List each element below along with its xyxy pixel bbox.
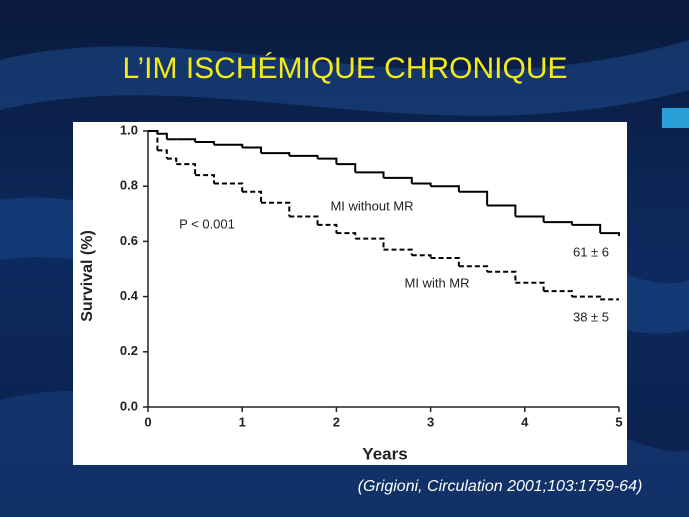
accent [662,108,689,128]
y-tick-label: 0.2 [120,343,138,358]
survival-step [261,201,291,217]
x-tick-label: 2 [333,414,340,429]
survival-step [242,190,263,203]
slide-title: L’IM ISCHÉMIQUE CHRONIQUE [122,52,567,85]
survival-step [176,163,197,176]
annotation: P < 0.001 [179,216,235,231]
y-axis-label: Survival (%) [79,230,96,322]
survival-step [213,182,244,192]
survival-step [383,176,413,184]
series-label: MI without MR [330,198,413,213]
x-tick-label: 4 [521,414,529,429]
chart-panel [73,122,627,465]
survival-step [166,157,178,165]
survival-step [487,270,517,283]
wave [0,40,689,116]
survival-step [430,185,460,192]
survival-step [543,290,573,297]
survival-step [600,232,620,236]
annotation: 38 ± 5 [573,309,609,324]
citation: (Grigioni, Circulation 2001;103:1759-64) [358,478,643,495]
survival-step [355,237,385,250]
annotation: 61 ± 6 [573,244,609,259]
y-tick-label: 0.0 [120,398,138,413]
x-tick-label: 0 [144,414,151,429]
survival-step [157,132,168,140]
x-tick-label: 1 [239,414,246,429]
survival-step [289,215,319,225]
y-tick-label: 0.8 [120,178,138,193]
survival-step [317,223,338,234]
survival-step [355,171,385,178]
survival-step [148,130,159,151]
x-tick-label: 3 [427,414,434,429]
survival-step [571,223,602,234]
x-axis-label: Years [362,444,407,463]
x-tick-label: 5 [615,414,622,429]
survival-step [242,146,263,154]
survival-step [458,190,489,206]
survival-step [430,256,460,267]
y-tick-label: 0.4 [120,288,139,303]
y-tick-label: 1.0 [120,122,138,137]
survival-step [515,215,545,223]
survival-step [383,248,413,256]
y-tick-label: 0.6 [120,233,138,248]
survival-step [515,281,545,292]
survival-step [157,149,168,159]
survival-step [458,265,489,272]
survival-step [195,174,215,184]
survival-step [487,204,517,217]
survival-step [336,163,357,173]
series-label: MI with MR [405,275,470,290]
survival-step [571,295,602,300]
survival-step [317,157,338,165]
survival-step [336,232,357,239]
